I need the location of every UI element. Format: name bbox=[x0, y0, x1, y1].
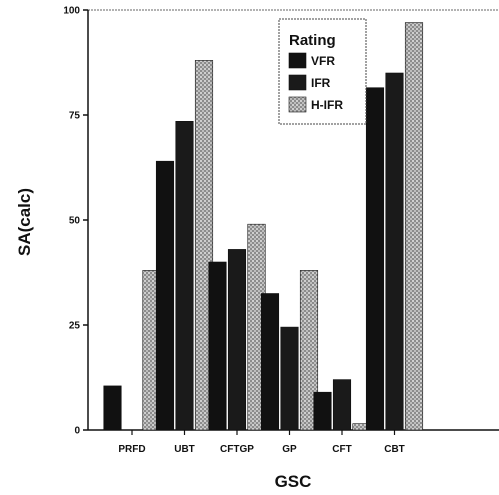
x-tick-label: CFT bbox=[332, 444, 351, 455]
y-tick-label: 100 bbox=[63, 6, 80, 17]
x-axis-title: GSC bbox=[275, 472, 312, 491]
bar bbox=[175, 121, 194, 431]
bar bbox=[332, 379, 352, 431]
y-tick-label: 25 bbox=[69, 321, 81, 332]
legend: Rating VFR IFR H-IFR bbox=[278, 18, 367, 125]
legend-title: Rating bbox=[289, 32, 336, 49]
bar bbox=[227, 249, 247, 431]
bar bbox=[365, 87, 385, 431]
legend-label: H-IFR bbox=[311, 98, 343, 112]
legend-label: IFR bbox=[311, 76, 331, 90]
x-tick-label: CBT bbox=[384, 444, 405, 455]
bar bbox=[155, 160, 175, 431]
bar bbox=[299, 270, 319, 431]
bar bbox=[385, 72, 404, 431]
x-tick-label: UBT bbox=[174, 444, 195, 455]
x-tick-label: GP bbox=[282, 444, 297, 455]
bar bbox=[208, 261, 227, 431]
legend-items: VFR IFR H-IFR bbox=[288, 52, 343, 113]
bar bbox=[103, 385, 122, 431]
x-tick-label: CFTGP bbox=[220, 444, 254, 455]
x-axis: PRFD UBT CFTGP GP CFT CBT bbox=[118, 430, 405, 455]
bar bbox=[313, 391, 332, 431]
bars-group bbox=[103, 22, 424, 431]
bar bbox=[260, 293, 280, 431]
bar bbox=[280, 326, 299, 431]
y-tick-label: 50 bbox=[69, 216, 81, 227]
legend-swatch bbox=[288, 52, 307, 69]
bar bbox=[404, 22, 424, 431]
legend-label: VFR bbox=[311, 54, 335, 68]
bar bbox=[194, 60, 214, 431]
y-tick-label: 0 bbox=[74, 426, 80, 437]
y-axis-title: SA(calc) bbox=[15, 188, 34, 256]
y-axis: 0 25 50 75 100 bbox=[63, 6, 88, 437]
legend-swatch bbox=[288, 74, 307, 91]
x-tick-label: PRFD bbox=[118, 444, 145, 455]
legend-swatch bbox=[288, 96, 307, 113]
y-tick-label: 75 bbox=[69, 111, 81, 122]
